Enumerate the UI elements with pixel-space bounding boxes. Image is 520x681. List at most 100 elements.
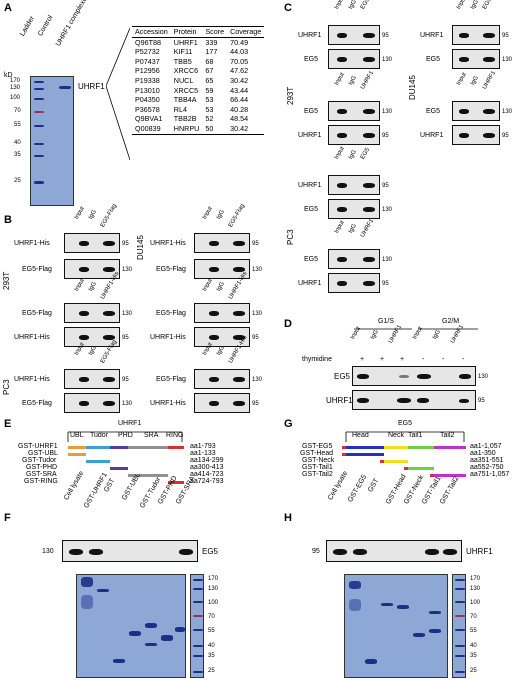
- cell: 47.62: [230, 66, 249, 76]
- label-eg5: EG5: [304, 206, 319, 213]
- cell: 53: [205, 95, 214, 105]
- cell: UHRF1: [173, 37, 198, 47]
- blot: [452, 49, 500, 69]
- marker-40: 40: [14, 140, 21, 146]
- uhrf1-title: UHRF1: [118, 420, 142, 427]
- table-row: Q9BVA1 TBB2B 52 48.54: [132, 114, 264, 124]
- cell: 40.28: [230, 104, 249, 114]
- label-eg5: EG5: [202, 547, 219, 556]
- phase-g1s: G1/S: [378, 318, 394, 325]
- label-uhrf1-his: UHRF1-His: [150, 334, 186, 341]
- range: aa1-133: [190, 450, 216, 457]
- lane-igg: IgG: [347, 149, 358, 161]
- cell: 67: [205, 66, 214, 76]
- mw-95: 95: [252, 401, 259, 407]
- cell: 50: [202, 123, 228, 135]
- table-row: Q00839 HNRPU 50 30.42: [132, 123, 265, 135]
- lane-control: Control: [37, 14, 55, 38]
- cell-293t-b: 293T: [2, 271, 11, 290]
- uhrf1-bracket: [67, 431, 183, 442]
- label-eg5: EG5: [304, 256, 319, 263]
- range: aa751-1,057: [470, 471, 510, 478]
- marker-70: 70: [470, 614, 477, 620]
- phase-lines: [354, 328, 478, 330]
- label-eg5: EG5: [426, 108, 441, 115]
- cell: 59: [205, 85, 214, 95]
- domain-tudor: Tudor: [90, 432, 109, 439]
- blot: [194, 327, 250, 347]
- mw-130: 130: [502, 109, 513, 115]
- mw-130: 130: [42, 548, 54, 555]
- domain-sra: SRA: [144, 432, 159, 439]
- cell: 70.05: [230, 56, 249, 66]
- lane-igg: IgG: [347, 223, 358, 235]
- mw-130: 130: [502, 57, 513, 63]
- lane-ladder: Ladder: [19, 15, 37, 38]
- mw-95: 95: [382, 183, 389, 189]
- cell: 53: [205, 104, 214, 114]
- label-eg5-flag: EG5-Flag: [156, 266, 186, 273]
- marker-25: 25: [208, 668, 215, 674]
- mw-95: 95: [312, 548, 320, 555]
- lane-cell-lysate: Cell lysate: [63, 470, 86, 502]
- bar-ring: [168, 481, 184, 484]
- lane-igg: IgG: [347, 0, 358, 11]
- blot: [452, 101, 500, 121]
- construct: GST-PHD: [26, 464, 58, 471]
- gst-tag: [342, 453, 346, 456]
- marker-70: 70: [14, 108, 21, 114]
- marker-130: 130: [208, 586, 219, 592]
- lane-igg: IgG: [215, 209, 226, 221]
- label-uhrf1-his: UHRF1-His: [14, 334, 50, 341]
- label-uhrf1: UHRF1: [298, 32, 322, 39]
- ladder-h: [452, 574, 466, 678]
- sign: +: [360, 356, 365, 363]
- blot: [194, 393, 250, 413]
- mw-95: 95: [122, 377, 129, 383]
- cell: 52: [205, 114, 214, 124]
- domain-ring: RING: [166, 432, 184, 439]
- th-accession: Accession: [132, 26, 171, 38]
- range: aa724-793: [190, 478, 224, 485]
- cell: 30.42: [230, 75, 249, 85]
- marker-130: 130: [10, 85, 21, 91]
- mw-95: 95: [478, 398, 485, 404]
- bar-tail2: [434, 446, 466, 449]
- marker-25: 25: [470, 668, 477, 674]
- blot: [328, 199, 380, 219]
- panel-label-d: D: [284, 318, 292, 330]
- ladder-f: [190, 574, 204, 678]
- cell: 339: [205, 37, 218, 47]
- blot-eg5: [62, 540, 198, 562]
- cell: 30.42: [227, 123, 265, 135]
- table-row: P19338 NUCL 65 30.42: [132, 76, 264, 86]
- blot: [64, 327, 120, 347]
- blot: [328, 101, 380, 121]
- blot: [452, 125, 500, 145]
- table-row: P36578 RL4 53 40.28: [132, 105, 264, 115]
- marker-130: 130: [470, 586, 481, 592]
- lane-gst-ubl: GST-UBL: [121, 472, 143, 502]
- marker-100: 100: [208, 600, 219, 606]
- construct: GST-RING: [24, 478, 58, 485]
- label-eg5: EG5: [334, 372, 351, 381]
- marker-170: 170: [208, 576, 219, 582]
- bar-tudor: [86, 460, 110, 463]
- domain-head: Head: [352, 432, 369, 439]
- cell-293t-c: 293T: [286, 86, 295, 105]
- table-row: P07437 TBB5 68 70.05: [132, 57, 264, 67]
- cell: NUCL: [173, 75, 194, 85]
- label-uhrf1: UHRF1: [420, 32, 444, 39]
- blot: [452, 25, 500, 45]
- table-row: Q96T88 UHRF1 339 70.49: [132, 37, 264, 47]
- mw-95: 95: [382, 281, 389, 287]
- th-coverage: Coverage: [227, 26, 265, 38]
- mw-130: 130: [252, 311, 263, 317]
- label-uhrf1-his: UHRF1-His: [150, 400, 186, 407]
- cell: P12956: [135, 66, 160, 76]
- cell: 65: [205, 75, 214, 85]
- blot: [64, 303, 120, 323]
- range: aa1-793: [190, 443, 216, 450]
- marker-170: 170: [470, 576, 481, 582]
- marker-35: 35: [14, 152, 21, 158]
